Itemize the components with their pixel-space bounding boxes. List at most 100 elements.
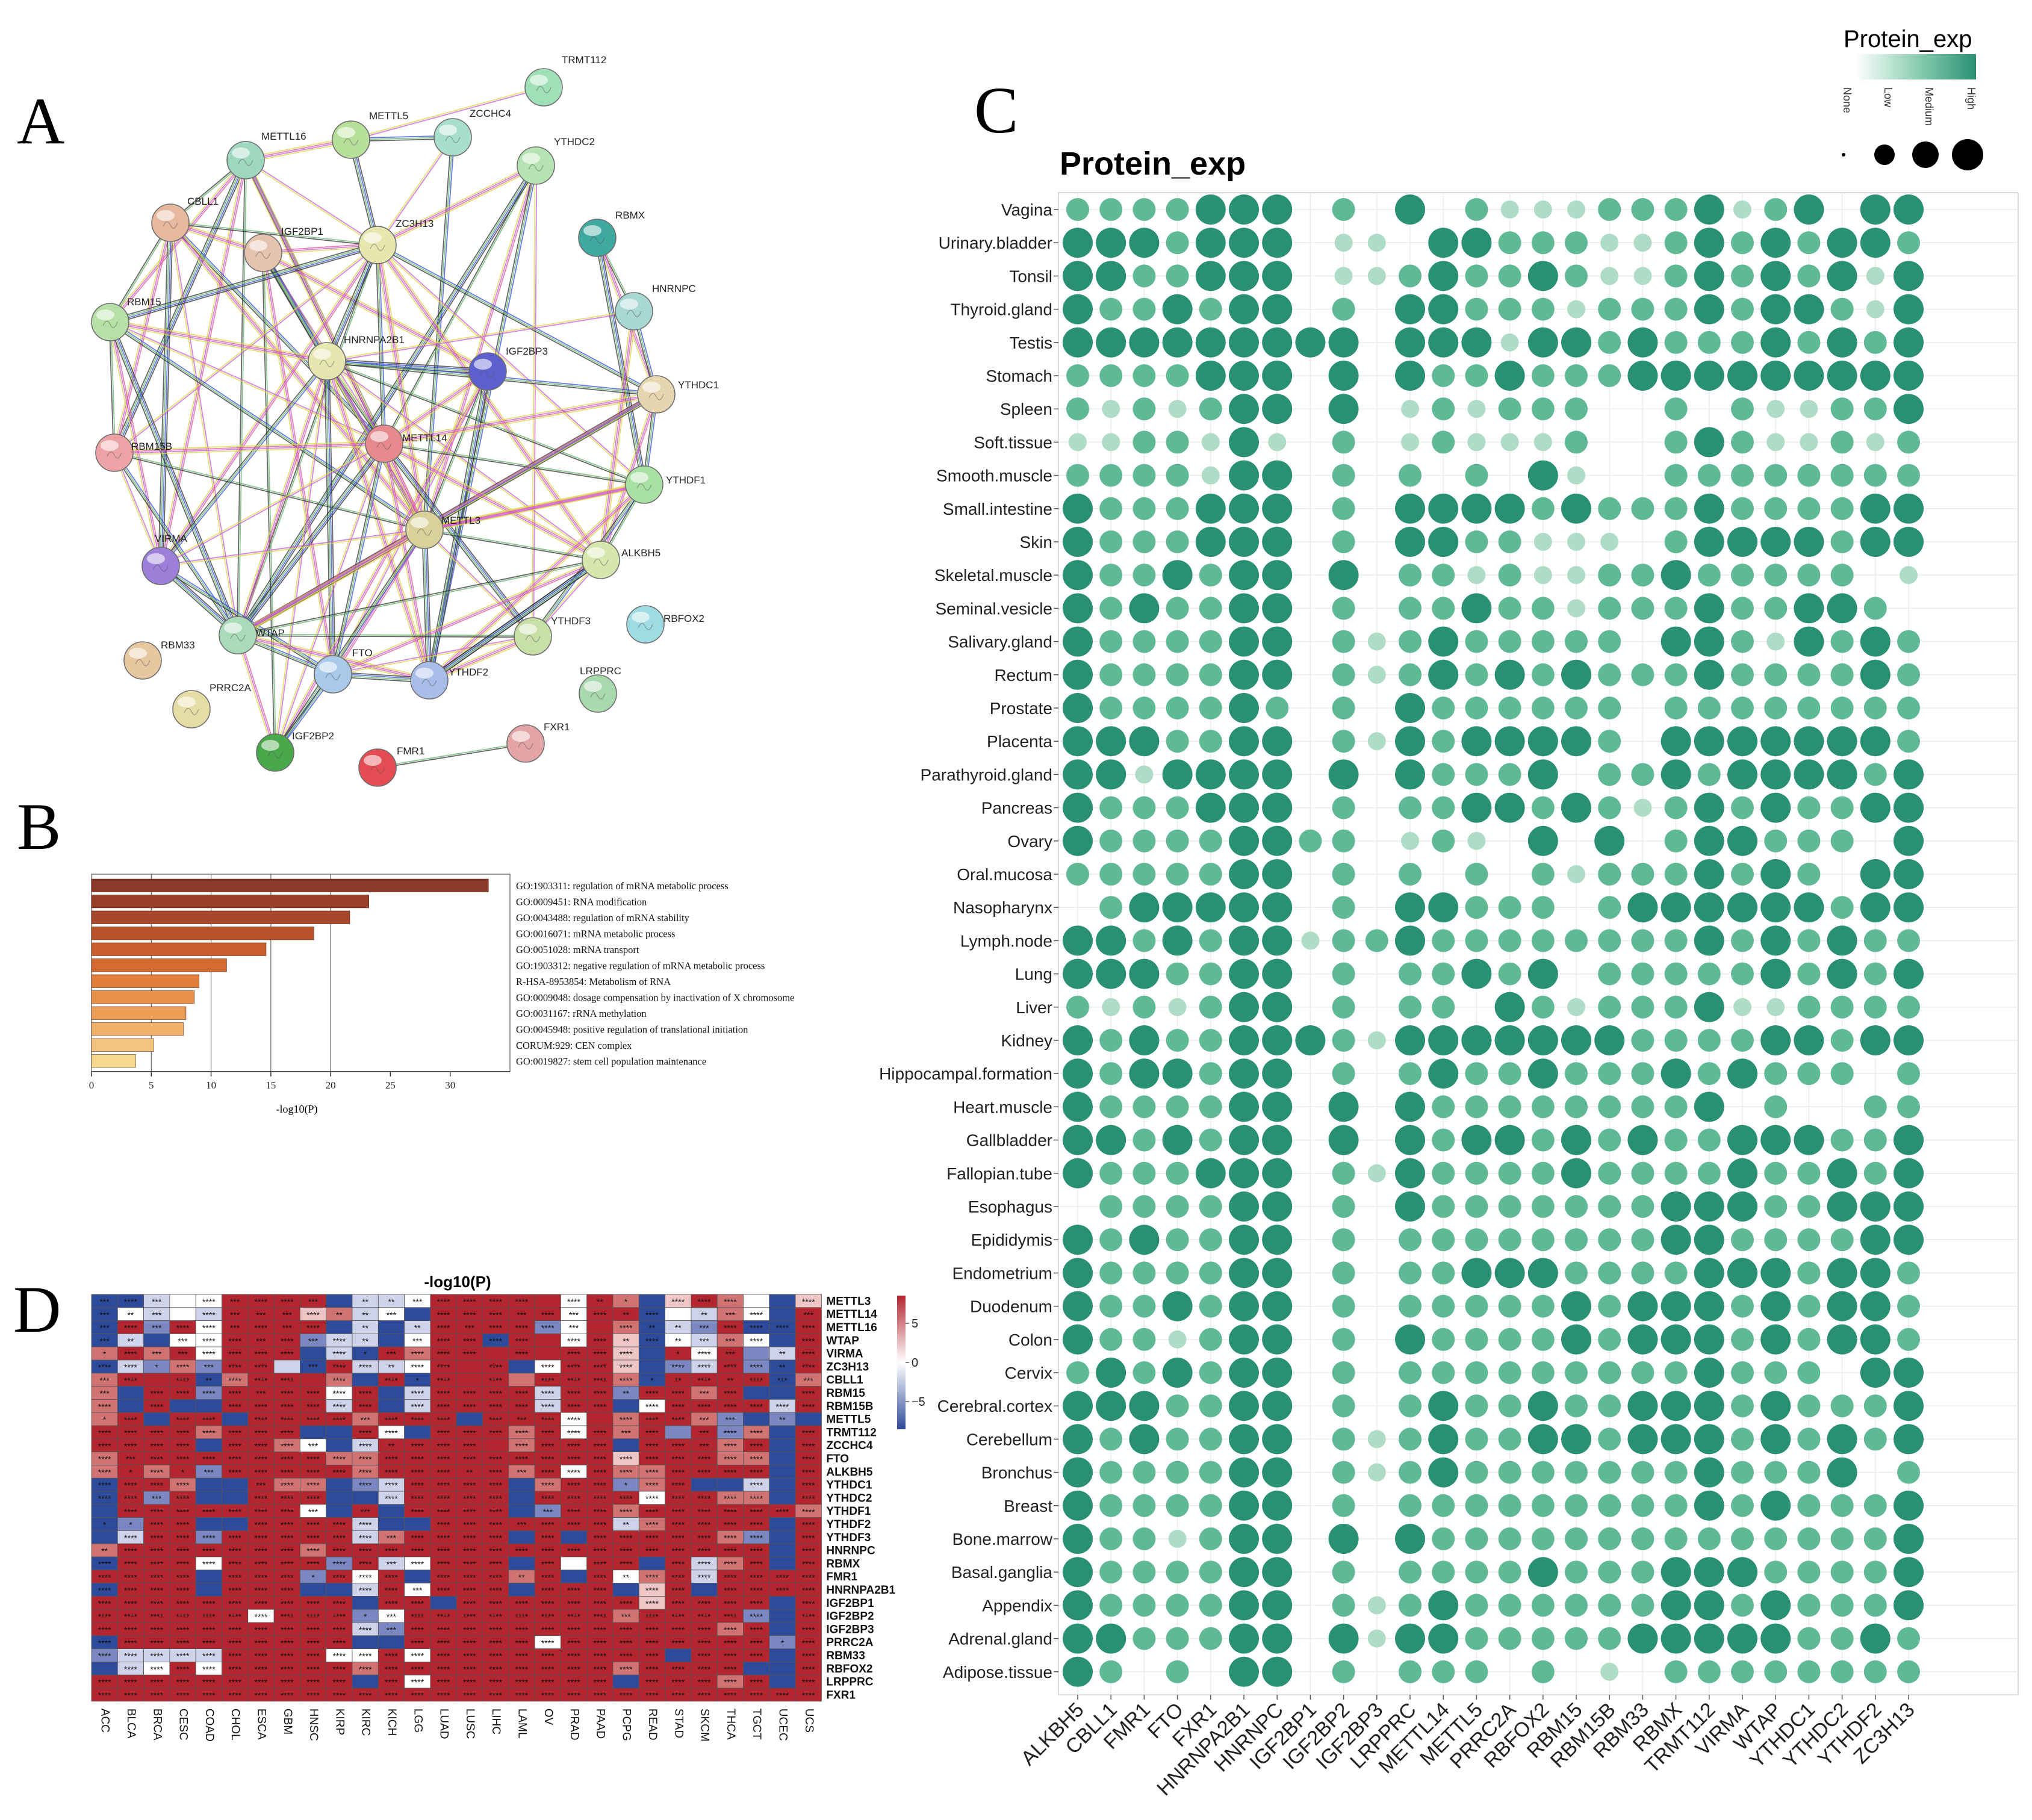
- heatmap-significance: ****: [724, 1297, 737, 1306]
- node-mettl5[interactable]: METTL5: [332, 110, 408, 159]
- node-lrpprc-label: LRPPRC: [580, 665, 621, 677]
- dotplot-legend-label: High: [1965, 87, 1977, 110]
- dotplot-dot: [1494, 726, 1525, 757]
- heatmap-significance: ****: [228, 1598, 241, 1608]
- dotplot-dot: [1760, 892, 1791, 923]
- heatmap-significance: ****: [463, 1559, 476, 1569]
- node-trmt112[interactable]: TRMT112: [524, 54, 606, 107]
- heatmap-cancer-label: CHOL: [229, 1709, 241, 1741]
- heatmap-cell: [326, 1583, 353, 1597]
- node-rbfox2[interactable]: RBFOX2: [626, 605, 704, 644]
- network-edge: [237, 392, 657, 638]
- node-mettl16-label: METTL16: [261, 131, 306, 142]
- node-rbmx-circle: [578, 219, 617, 257]
- dotplot-dot: [1166, 829, 1189, 853]
- heatmap-significance: ****: [515, 1612, 529, 1621]
- heatmap-significance: ****: [202, 1297, 216, 1306]
- heatmap-significance: ****: [489, 1520, 502, 1530]
- heatmap-cell: [665, 1307, 692, 1322]
- node-ythdf3[interactable]: YTHDF3: [514, 615, 591, 656]
- heatmap-cell: [404, 1307, 431, 1322]
- dotplot-dot: [1367, 1164, 1386, 1182]
- heatmap-significance: ****: [306, 1520, 320, 1530]
- dotplot-dot: [1598, 763, 1621, 786]
- node-fto[interactable]: FTO: [314, 647, 373, 694]
- dotplot-dot: [1863, 331, 1887, 354]
- node-wtap[interactable]: WTAP: [219, 616, 285, 654]
- heatmap-significance: ****: [671, 1467, 685, 1477]
- node-fmr1[interactable]: FMR1: [358, 745, 424, 787]
- node-fmr1-structure-glyph: [370, 766, 385, 774]
- dotplot-dot: [1598, 198, 1621, 221]
- node-lrpprc[interactable]: LRPPRC: [579, 665, 621, 713]
- heatmap-significance: ****: [698, 1573, 711, 1582]
- dotplot-dot: [1099, 464, 1123, 487]
- node-mettl16[interactable]: METTL16: [226, 131, 306, 179]
- node-fxr1[interactable]: FXR1: [506, 721, 570, 763]
- dotplot-dot: [1099, 1095, 1123, 1119]
- node-mettl3[interactable]: METTL3: [405, 511, 480, 549]
- dotplot-tissue-label: Thyroid.gland: [950, 300, 1052, 319]
- heatmap-significance: ****: [411, 1598, 424, 1608]
- node-hnrnpc[interactable]: HNRNPC: [615, 283, 696, 331]
- node-ythdf1[interactable]: YTHDF1: [625, 465, 706, 504]
- dotplot-dot: [1697, 1527, 1721, 1550]
- node-rbm33[interactable]: RBM33: [123, 639, 195, 680]
- dotplot-dot: [1531, 896, 1555, 919]
- dotplot-legend-colorbar: [1856, 54, 1976, 79]
- node-hnrnpa2b1[interactable]: HNRNPA2B1: [308, 334, 405, 380]
- node-zc3h13[interactable]: ZC3H13: [358, 218, 433, 264]
- heatmap-significance: ****: [332, 1612, 346, 1621]
- node-ythdf2[interactable]: YTHDF2: [410, 661, 488, 700]
- dotplot-dot: [1498, 1361, 1521, 1384]
- heatmap-significance: ****: [671, 1480, 685, 1490]
- node-virma[interactable]: VIRMA: [141, 533, 188, 585]
- dotplot-dot: [1262, 1656, 1293, 1687]
- node-cbll1[interactable]: CBLL1: [151, 196, 219, 242]
- dotplot-dot: [1063, 1656, 1093, 1687]
- dotplot-dot: [1598, 1494, 1621, 1517]
- node-mettl16-highlight: [232, 148, 250, 158]
- dotplot-dot: [1598, 1427, 1621, 1451]
- heatmap-cell: [378, 1386, 405, 1400]
- heatmap-gene-label: METTL16: [826, 1322, 877, 1334]
- heatmap-significance: ****: [281, 1441, 294, 1451]
- heatmap-significance: **: [388, 1362, 394, 1372]
- node-ythdc1[interactable]: YTHDC1: [637, 375, 719, 414]
- node-prrc2a[interactable]: PRRC2A: [172, 682, 252, 728]
- dotplot-tissue-label: Soft.tissue: [974, 433, 1052, 452]
- dotplot-dot: [1661, 726, 1691, 757]
- heatmap-cell: [508, 1583, 535, 1597]
- node-alkbh5[interactable]: ALKBH5: [582, 541, 660, 579]
- dotplot-dot: [1661, 626, 1691, 657]
- node-igf2bp1[interactable]: IGF2BP1: [244, 226, 323, 272]
- heatmap-significance: ****: [437, 1402, 450, 1411]
- dotplot-dot: [1894, 958, 1924, 989]
- heatmap-significance: ****: [228, 1402, 241, 1411]
- dotplot-legend-size-dot: [1952, 139, 1983, 170]
- node-igf2bp2[interactable]: IGF2BP2: [256, 730, 334, 772]
- heatmap-significance: ****: [620, 1467, 633, 1477]
- node-igf2bp3[interactable]: IGF2BP3: [468, 346, 548, 391]
- node-zcchc4[interactable]: ZCCHC4: [433, 108, 511, 157]
- node-rbmx[interactable]: RBMX: [578, 210, 645, 257]
- dotplot-dot: [1328, 394, 1359, 424]
- node-ythdc2[interactable]: YTHDC2: [517, 136, 595, 185]
- heatmap-significance: ****: [671, 1507, 685, 1517]
- heatmap-significance: **: [675, 1376, 682, 1385]
- heatmap-significance: ****: [567, 1389, 580, 1399]
- node-rbm15[interactable]: RBM15: [91, 296, 161, 341]
- heatmap-significance: ****: [489, 1559, 502, 1569]
- dotplot-dot: [1894, 194, 1924, 225]
- dotplot-dot: [1830, 1029, 1854, 1052]
- dotplot-dot: [1428, 1025, 1459, 1055]
- dotplot-dot: [1262, 194, 1293, 225]
- heatmap-significance: ****: [698, 1467, 711, 1477]
- node-rbm15b[interactable]: RBM15B: [95, 433, 172, 472]
- node-zcchc4-structure-glyph: [445, 135, 461, 143]
- dotplot-dot: [1262, 294, 1293, 325]
- dotplot-dot: [1731, 464, 1754, 487]
- heatmap-gene-label: RBM15B: [826, 1400, 873, 1413]
- dotplot-tissue-label: Oral.mucosa: [957, 865, 1052, 884]
- node-mettl14[interactable]: METTL14: [365, 424, 447, 463]
